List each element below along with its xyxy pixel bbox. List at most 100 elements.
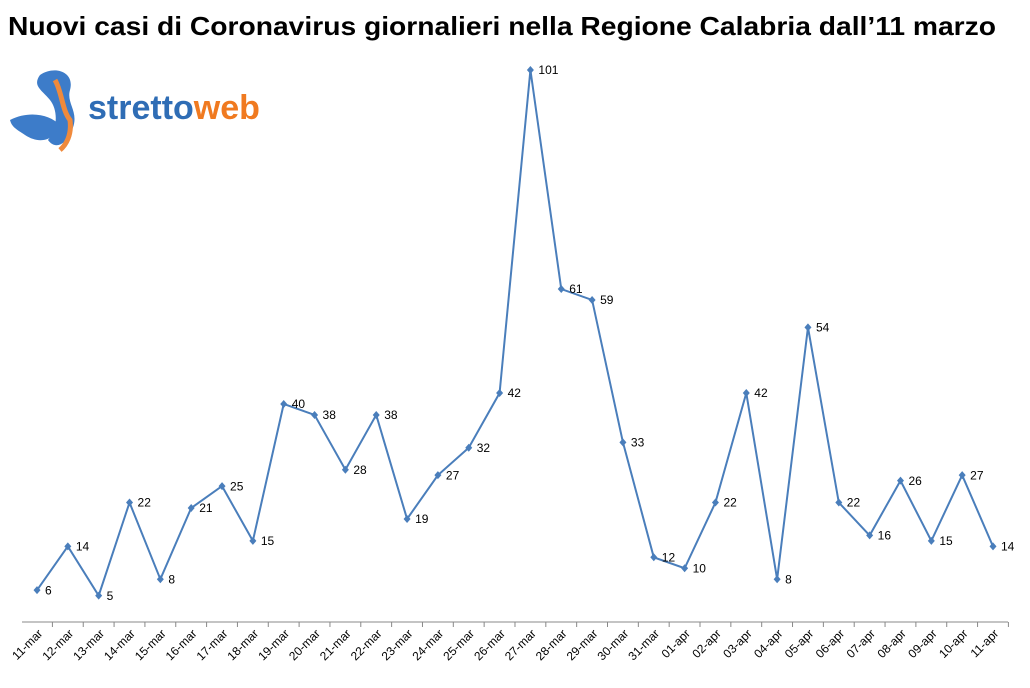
marker: [280, 399, 288, 408]
x-tick-label: 11-mar: [9, 626, 45, 662]
logo-text-1: stretto: [88, 89, 194, 127]
data-label: 42: [754, 386, 768, 400]
x-tick-label: 04-apr: [751, 626, 785, 660]
marker: [958, 471, 966, 480]
marker: [311, 410, 319, 419]
marker: [341, 465, 349, 474]
data-label: 61: [569, 282, 583, 296]
data-label: 14: [1001, 540, 1015, 554]
marker: [465, 443, 473, 452]
x-tick-label: 14-mar: [101, 626, 138, 663]
marker: [804, 323, 812, 332]
x-tick-label: 30-mar: [595, 626, 632, 663]
data-label: 8: [785, 572, 792, 586]
x-tick-label: 16-mar: [163, 626, 200, 663]
data-label: 15: [939, 534, 953, 548]
x-tick-label: 19-mar: [255, 626, 292, 663]
marker: [434, 471, 442, 480]
x-tick-label: 26-mar: [471, 626, 508, 663]
data-label: 15: [261, 534, 275, 548]
marker: [218, 482, 226, 491]
data-label: 21: [199, 501, 213, 515]
data-label: 8: [168, 572, 175, 586]
data-label: 14: [76, 540, 90, 554]
data-label: 22: [723, 496, 737, 510]
line: [36, 69, 994, 598]
data-label: 27: [970, 468, 984, 482]
data-label: 19: [415, 512, 429, 526]
x-tick-label: 22-mar: [348, 626, 385, 663]
marker: [742, 389, 750, 398]
x-tick-label: 03-apr: [720, 626, 754, 660]
data-label: 22: [138, 496, 152, 510]
x-tick-label: 11-apr: [968, 626, 1002, 660]
marker: [650, 553, 658, 562]
marker: [927, 536, 935, 545]
marker: [496, 389, 504, 398]
x-tick-label: 18-mar: [224, 626, 261, 663]
data-label: 38: [384, 408, 398, 422]
x-tick-label: 13-mar: [70, 626, 107, 663]
data-label: 26: [908, 474, 922, 488]
marker: [126, 498, 134, 507]
x-tick-label: 29-mar: [564, 626, 601, 663]
x-tick-label: 21-mar: [317, 626, 354, 663]
x-tick-label: 10-apr: [936, 626, 970, 660]
data-label: 5: [107, 589, 114, 603]
data-label: 16: [878, 529, 892, 543]
data-label: 32: [477, 441, 491, 455]
x-tick-label: 17-mar: [194, 626, 231, 663]
logo-text: strettoweb: [88, 89, 260, 127]
data-label: 28: [353, 463, 367, 477]
x-tick-label: 12-mar: [39, 626, 76, 663]
data-label: 33: [631, 435, 645, 449]
marker: [681, 564, 689, 573]
logo-shape: [37, 70, 75, 146]
logo-shape: [10, 114, 60, 141]
x-tick-label: 24-mar: [409, 626, 446, 663]
marker: [989, 542, 997, 551]
marker: [896, 476, 904, 485]
marker: [557, 285, 565, 294]
data-label: 38: [323, 408, 337, 422]
x-tick-label: 06-apr: [813, 626, 847, 660]
data-label: 40: [292, 397, 306, 411]
data-label: 25: [230, 479, 244, 493]
x-tick-label: 28-mar: [533, 626, 570, 663]
x-tick-label: 27-mar: [502, 626, 539, 663]
x-tick-label: 09-apr: [905, 626, 939, 660]
data-label: 10: [693, 561, 707, 575]
data-label: 12: [662, 550, 676, 564]
marker: [526, 66, 534, 74]
marker: [619, 438, 627, 447]
marker: [835, 498, 843, 507]
marker: [187, 504, 195, 513]
data-label: 22: [847, 496, 861, 510]
x-tick-label: 25-mar: [440, 626, 477, 663]
marker: [64, 542, 72, 551]
logo: strettoweb: [10, 70, 260, 152]
marker: [372, 410, 380, 419]
x-tick-label: 31-mar: [625, 626, 662, 663]
marker: [156, 575, 164, 584]
marker: [588, 295, 596, 304]
marker: [711, 498, 719, 507]
data-label: 54: [816, 321, 830, 335]
x-tick-label: 02-apr: [689, 626, 723, 660]
data-label: 59: [600, 293, 614, 307]
data-label: 6: [45, 583, 52, 597]
marker: [403, 514, 411, 523]
chart-title: Nuovi casi di Coronavirus giornalieri ne…: [8, 11, 996, 41]
x-tick-label: 01-apr: [659, 626, 693, 660]
x-tick-label: 05-apr: [782, 626, 816, 660]
data-label: 101: [538, 63, 558, 77]
x-tick-label: 23-mar: [379, 626, 416, 663]
data-label: 27: [446, 468, 460, 482]
marker: [95, 591, 103, 600]
x-tick-label: 07-apr: [844, 626, 878, 660]
marker: [866, 531, 874, 540]
x-tick-label: 15-mar: [132, 626, 169, 663]
marker: [773, 575, 781, 584]
x-tick-label: 20-mar: [286, 626, 323, 663]
